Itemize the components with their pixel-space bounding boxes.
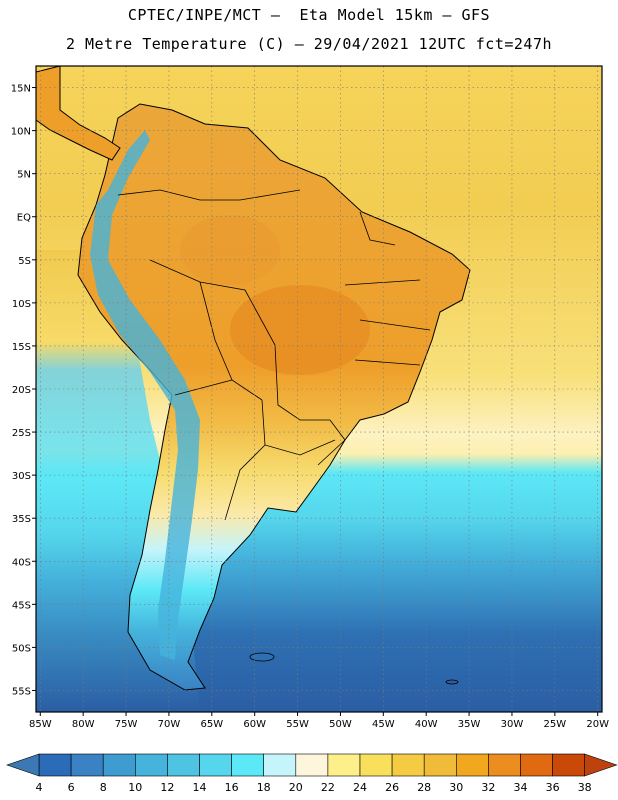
colorbar-label: 18 [257,781,271,794]
lon-label: 35W [458,719,481,730]
colorbar-swatch [199,753,232,777]
colorbar-label: 38 [578,781,592,794]
colorbar-swatch [167,753,200,777]
colorbar-label: 32 [481,781,495,794]
colorbar-swatch [391,753,425,777]
colorbar-label: 26 [385,781,399,794]
colorbar-label: 22 [321,781,335,794]
colorbar-swatch [423,753,457,777]
colorbar-swatch [263,753,297,777]
lon-label: 80W [72,719,95,730]
lat-label: 35S [12,514,31,525]
lon-label: 30W [501,719,524,730]
latitude-labels: 15N 10N 5N EQ 5S 10S 15S 20S 25S 30S 35S 40S 45S 50S 5… [11,84,31,698]
central-america-landmass [36,66,121,161]
lat-label: 15N [11,84,31,95]
colorbar-swatch [327,753,361,777]
colorbar-label: 16 [225,781,239,794]
lat-label: 50S [12,643,31,654]
lon-label: 55W [286,719,309,730]
lon-label: 85W [29,719,52,730]
lat-label: 25S [12,428,31,439]
colorbar-high-arrow [584,753,618,777]
lat-label: 55S [12,686,31,697]
colorbar-swatch [359,753,393,777]
lon-label: 60W [243,719,266,730]
lat-label: 10S [12,299,31,310]
colorbar-label: 4 [36,781,43,794]
longitude-labels: 85W 80W 75W 70W 65W 60W 55W 50W 45W 40W 35W 30W 25W 2… [29,719,609,730]
andes-cold-band [90,130,200,660]
colorbar-swatch [102,753,136,777]
lat-label: 15S [12,342,31,353]
colorbar-label: 10 [128,781,142,794]
colorbar-label: 34 [514,781,528,794]
lat-label: 20S [12,385,31,396]
colorbar-swatch [231,753,265,777]
colorbar-label: 12 [160,781,174,794]
lon-label: 65W [200,719,223,730]
graticule [32,66,602,716]
warm-amazon [180,215,280,285]
lat-label: 5N [17,170,31,181]
lon-label: 75W [115,719,138,730]
map-title-line1: CPTEC/INPE/MCT – Eta Model 15km – GFS [127,6,491,24]
lat-label: EQ [17,213,31,224]
colorbar-low-arrow [6,753,40,777]
colorbar-swatch [552,753,585,777]
lon-label: 45W [372,719,395,730]
colorbar-label: 8 [100,781,107,794]
colorbar-swatch [135,753,168,777]
lat-label: 30S [12,471,31,482]
lat-label: 5S [18,256,31,267]
colorbar-swatch [70,753,104,777]
lon-label: 70W [158,719,181,730]
colorbar-label: 36 [546,781,560,794]
colorbar-swatch [488,753,521,777]
lon-label: 40W [415,719,438,730]
colorbar-swatch [520,753,553,777]
colorbar: 4 6 8 10 12 14 16 18 20 22 24 26 28 30 32 34 36 38 [6,753,618,794]
colorbar-label: 30 [449,781,463,794]
colorbar-swatch [295,753,329,777]
lon-label: 20W [586,719,609,730]
lat-label: 40S [12,557,31,568]
falkland-islands [249,652,275,662]
lat-label: 10N [11,127,31,138]
colorbar-label: 28 [417,781,431,794]
colorbar-label: 24 [353,781,367,794]
colorbar-label: 6 [68,781,75,794]
warm-core [230,285,370,375]
lon-label: 50W [329,719,352,730]
south-georgia [445,679,459,685]
colorbar-swatch [455,753,489,777]
country-borders [117,189,431,521]
lon-label: 25W [544,719,567,730]
colorbar-label: 14 [193,781,207,794]
lat-label: 45S [12,600,31,611]
colorbar-swatch [38,753,72,777]
map-frame [35,65,603,713]
colorbar-label: 20 [289,781,303,794]
map-title-line2: 2 Metre Temperature (C) – 29/04/2021 12U… [65,35,553,53]
